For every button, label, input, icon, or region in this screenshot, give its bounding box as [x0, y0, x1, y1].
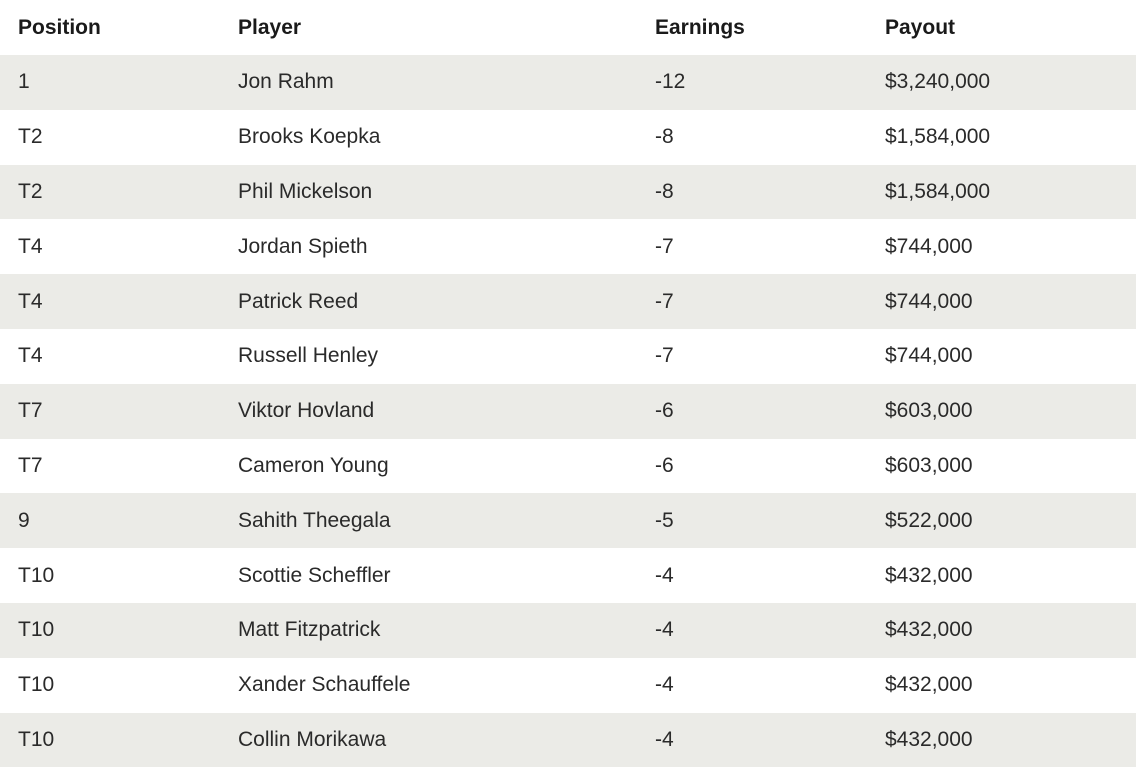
- payout-cell: $603,000: [867, 438, 1136, 494]
- earnings-cell: -7: [637, 274, 867, 329]
- position-cell: T4: [0, 274, 220, 329]
- earnings-cell: -4: [637, 657, 867, 713]
- position-cell: T2: [0, 109, 220, 165]
- position-cell: T4: [0, 328, 220, 384]
- earnings-cell: -7: [637, 328, 867, 384]
- player-cell: Phil Mickelson: [220, 164, 637, 220]
- player-cell: Scottie Scheffler: [220, 548, 637, 603]
- position-cell: T10: [0, 712, 220, 767]
- payout-cell: $432,000: [867, 712, 1136, 767]
- earnings-cell: -8: [637, 109, 867, 165]
- header-row: Position Player Earnings Payout: [0, 0, 1136, 55]
- table-row: T10 Matt Fitzpatrick -4 $432,000: [0, 602, 1136, 658]
- position-cell: T4: [0, 219, 220, 275]
- table-row: T2 Brooks Koepka -8 $1,584,000: [0, 109, 1136, 165]
- player-cell: Brooks Koepka: [220, 109, 637, 165]
- table-row: T4 Russell Henley -7 $744,000: [0, 328, 1136, 384]
- table-row: T7 Viktor Hovland -6 $603,000: [0, 383, 1136, 439]
- position-cell: T7: [0, 383, 220, 439]
- earnings-cell: -12: [637, 55, 867, 110]
- earnings-cell: -5: [637, 493, 867, 549]
- earnings-cell: -8: [637, 164, 867, 220]
- position-cell: T10: [0, 602, 220, 658]
- payout-cell: $432,000: [867, 548, 1136, 603]
- position-cell: T7: [0, 438, 220, 494]
- payout-cell: $744,000: [867, 274, 1136, 329]
- table-header: Position Player Earnings Payout: [0, 0, 1136, 55]
- table-row: T10 Collin Morikawa -4 $432,000: [0, 712, 1136, 767]
- payout-cell: $432,000: [867, 657, 1136, 713]
- position-cell: T2: [0, 164, 220, 220]
- player-cell: Patrick Reed: [220, 274, 637, 329]
- position-cell: 9: [0, 493, 220, 549]
- player-cell: Cameron Young: [220, 438, 637, 494]
- table-row: T4 Patrick Reed -7 $744,000: [0, 274, 1136, 329]
- position-cell: T10: [0, 657, 220, 713]
- payout-cell: $1,584,000: [867, 109, 1136, 165]
- player-cell: Xander Schauffele: [220, 657, 637, 713]
- table-row: T2 Phil Mickelson -8 $1,584,000: [0, 164, 1136, 220]
- table-row: 1 Jon Rahm -12 $3,240,000: [0, 55, 1136, 110]
- payout-cell: $432,000: [867, 602, 1136, 658]
- table-row: T4 Jordan Spieth -7 $744,000: [0, 219, 1136, 275]
- header-payout: Payout: [867, 0, 1136, 55]
- player-cell: Viktor Hovland: [220, 383, 637, 439]
- earnings-cell: -7: [637, 219, 867, 275]
- player-cell: Sahith Theegala: [220, 493, 637, 549]
- position-cell: T10: [0, 548, 220, 603]
- player-cell: Collin Morikawa: [220, 712, 637, 767]
- payout-cell: $744,000: [867, 219, 1136, 275]
- player-cell: Jon Rahm: [220, 55, 637, 110]
- table-row: T7 Cameron Young -6 $603,000: [0, 438, 1136, 494]
- payout-cell: $1,584,000: [867, 164, 1136, 220]
- player-cell: Matt Fitzpatrick: [220, 602, 637, 658]
- header-earnings: Earnings: [637, 0, 867, 55]
- player-cell: Jordan Spieth: [220, 219, 637, 275]
- earnings-cell: -4: [637, 602, 867, 658]
- payout-cell: $3,240,000: [867, 55, 1136, 110]
- table-row: 9 Sahith Theegala -5 $522,000: [0, 493, 1136, 549]
- header-player: Player: [220, 0, 637, 55]
- payout-cell: $603,000: [867, 383, 1136, 439]
- earnings-cell: -6: [637, 438, 867, 494]
- payout-cell: $744,000: [867, 328, 1136, 384]
- payout-cell: $522,000: [867, 493, 1136, 549]
- earnings-cell: -6: [637, 383, 867, 439]
- table-row: T10 Scottie Scheffler -4 $432,000: [0, 548, 1136, 603]
- table-row: T10 Xander Schauffele -4 $432,000: [0, 657, 1136, 713]
- table-body: 1 Jon Rahm -12 $3,240,000 T2 Brooks Koepka -8 $…: [0, 55, 1136, 767]
- player-cell: Russell Henley: [220, 328, 637, 384]
- header-position: Position: [0, 0, 220, 55]
- earnings-cell: -4: [637, 712, 867, 767]
- earnings-cell: -4: [637, 548, 867, 603]
- position-cell: 1: [0, 55, 220, 110]
